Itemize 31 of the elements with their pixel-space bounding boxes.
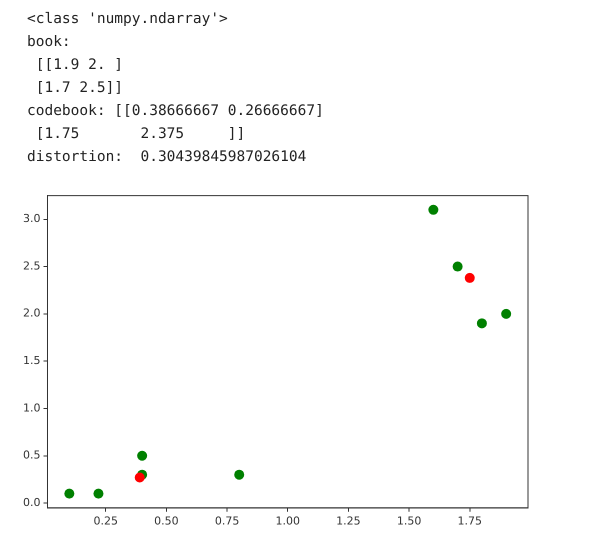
y-tick-label: 1.0: [22, 401, 40, 414]
point: [452, 262, 463, 272]
x-tick-label: 1.50: [396, 514, 422, 528]
y-tick-label: 0.5: [22, 448, 40, 462]
point: [64, 488, 74, 499]
y-tick-label: 2.0: [22, 306, 40, 320]
text: codebook: [[0.38666667 0.26666667]: [27, 102, 324, 121]
point: [93, 488, 104, 499]
text: book:: [27, 33, 72, 52]
x-tick-label: 0.75: [214, 514, 240, 528]
text: distortion: 0.30439845987026104: [27, 148, 308, 167]
text: [1.75 2.375 ]]: [34, 125, 246, 144]
point: [428, 204, 438, 215]
x-tick-label: 1.75: [458, 514, 482, 528]
x-tick-label: 0.50: [154, 514, 179, 528]
text: <class 'numpy.ndarray'>: [27, 10, 229, 29]
x-tick-label: 1.00: [275, 514, 300, 528]
y-tick-label: 0.0: [22, 496, 40, 509]
point: [464, 272, 475, 283]
y-tick-label: 1.5: [22, 354, 40, 368]
point: [134, 472, 145, 483]
point: [476, 318, 487, 328]
point: [501, 308, 512, 319]
text: [1.7 2.5]]: [34, 79, 124, 98]
text: [[1.9 2. ]: [34, 56, 124, 75]
point: [137, 450, 148, 461]
point: [234, 470, 244, 480]
x-tick-label: 0.25: [93, 514, 118, 528]
y-tick-label: 3.0: [22, 212, 40, 226]
y-tick-label: 2.5: [22, 259, 40, 272]
x-tick-label: 1.25: [336, 514, 361, 528]
